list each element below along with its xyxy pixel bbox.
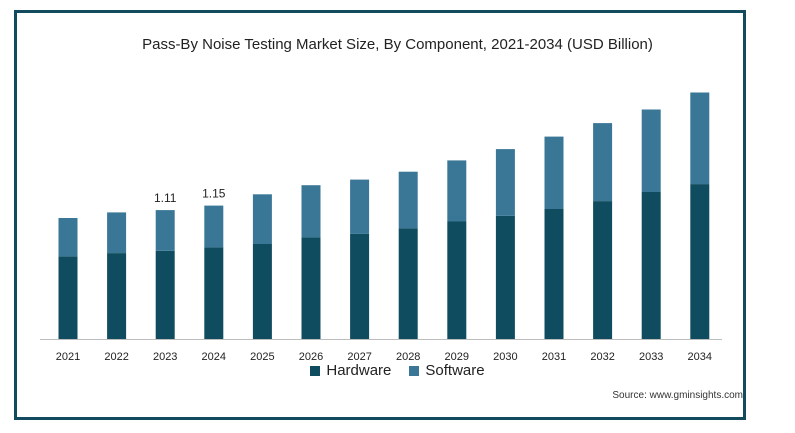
data-label-2023: 1.11: [154, 191, 177, 205]
bar-hardware-2023: [155, 250, 175, 339]
bar-software-2031: [544, 136, 564, 209]
bar-software-2028: [398, 171, 418, 229]
legend-swatch-software: [409, 365, 420, 376]
bar-software-2026: [301, 185, 321, 238]
x-tick-label-2028: 2028: [396, 351, 420, 363]
bar-hardware-2022: [107, 253, 127, 339]
bar-software-2032: [593, 123, 613, 202]
bar-software-2034: [690, 92, 710, 185]
legend-item-hardware: Hardware: [310, 362, 391, 379]
x-tick-label-2025: 2025: [250, 351, 274, 363]
x-tick-label-2024: 2024: [202, 351, 226, 363]
bar-software-2024: [204, 205, 224, 248]
bar-hardware-2031: [544, 209, 564, 339]
bar-hardware-2033: [641, 192, 661, 339]
legend-item-software: Software: [409, 362, 485, 379]
bar-hardware-2032: [593, 201, 613, 339]
x-tick-label-2026: 2026: [299, 351, 323, 363]
legend-label-software: Software: [425, 362, 485, 379]
source-note: Source: www.gminsights.com: [612, 390, 743, 401]
bar-software-2023: [155, 210, 175, 251]
bar-hardware-2030: [495, 215, 515, 339]
legend-label-hardware: Hardware: [326, 362, 392, 379]
bar-hardware-2026: [301, 237, 321, 339]
bar-software-2029: [447, 160, 467, 222]
x-tick-label-2033: 2033: [639, 351, 663, 363]
bar-hardware-2029: [447, 221, 467, 339]
x-tick-label-2027: 2027: [347, 351, 371, 363]
x-tick-label-2021: 2021: [56, 351, 80, 363]
bar-software-2022: [107, 212, 127, 254]
bar-software-2021: [58, 218, 78, 257]
bar-hardware-2028: [398, 228, 418, 339]
x-tick-label-2022: 2022: [104, 351, 128, 363]
legend-swatch-hardware: [310, 365, 321, 376]
bar-hardware-2024: [204, 247, 224, 339]
bar-hardware-2034: [690, 184, 710, 339]
bar-software-2027: [350, 179, 370, 234]
bar-software-2030: [495, 149, 515, 216]
chart-frame: [14, 10, 746, 420]
bar-hardware-2021: [58, 256, 78, 339]
x-tick-label-2032: 2032: [590, 351, 614, 363]
bar-software-2025: [252, 194, 272, 244]
bar-hardware-2025: [252, 244, 272, 339]
bar-hardware-2027: [350, 233, 370, 339]
bar-software-2033: [641, 109, 661, 192]
x-tick-label-2029: 2029: [445, 351, 469, 363]
x-tick-label-2034: 2034: [688, 351, 712, 363]
data-label-2024: 1.15: [202, 187, 226, 201]
chart-title: Pass-By Noise Testing Market Size, By Co…: [142, 36, 653, 53]
x-tick-label-2023: 2023: [153, 351, 177, 363]
chart-legend: Hardware Software: [0, 362, 795, 379]
x-tick-label-2031: 2031: [542, 351, 566, 363]
x-tick-label-2030: 2030: [493, 351, 517, 363]
